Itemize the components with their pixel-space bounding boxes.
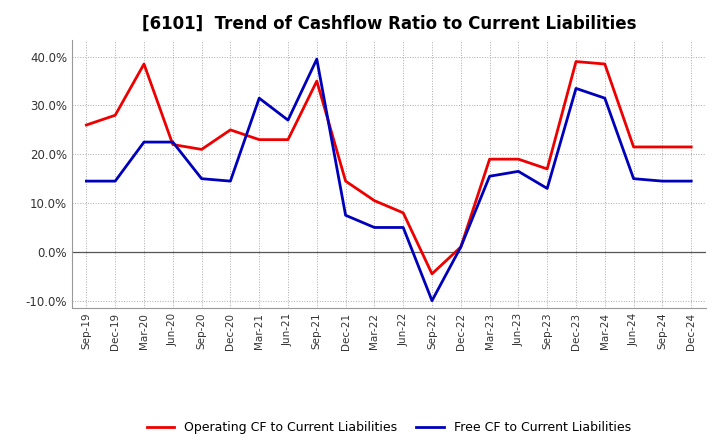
Operating CF to Current Liabilities	[82, 122, 91, 128]
Free CF to Current Liabilities	[687, 179, 696, 184]
Free CF to Current Liabilities	[485, 174, 494, 179]
Free CF to Current Liabilities	[572, 86, 580, 91]
Free CF to Current Liabilities	[428, 298, 436, 303]
Free CF to Current Liabilities	[197, 176, 206, 181]
Operating CF to Current Liabilities	[140, 61, 148, 66]
Line: Free CF to Current Liabilities: Free CF to Current Liabilities	[86, 59, 691, 301]
Operating CF to Current Liabilities	[658, 144, 667, 150]
Operating CF to Current Liabilities	[456, 244, 465, 249]
Operating CF to Current Liabilities	[399, 210, 408, 216]
Operating CF to Current Liabilities	[543, 166, 552, 172]
Operating CF to Current Liabilities	[687, 144, 696, 150]
Free CF to Current Liabilities	[399, 225, 408, 230]
Operating CF to Current Liabilities	[226, 127, 235, 132]
Free CF to Current Liabilities	[514, 169, 523, 174]
Free CF to Current Liabilities	[370, 225, 379, 230]
Operating CF to Current Liabilities	[284, 137, 292, 142]
Operating CF to Current Liabilities	[514, 157, 523, 162]
Free CF to Current Liabilities	[629, 176, 638, 181]
Free CF to Current Liabilities	[82, 179, 91, 184]
Operating CF to Current Liabilities	[428, 271, 436, 276]
Free CF to Current Liabilities	[543, 186, 552, 191]
Operating CF to Current Liabilities	[485, 157, 494, 162]
Free CF to Current Liabilities	[168, 139, 177, 145]
Operating CF to Current Liabilities	[255, 137, 264, 142]
Free CF to Current Liabilities	[111, 179, 120, 184]
Free CF to Current Liabilities	[658, 179, 667, 184]
Line: Operating CF to Current Liabilities: Operating CF to Current Liabilities	[86, 62, 691, 274]
Operating CF to Current Liabilities	[197, 147, 206, 152]
Operating CF to Current Liabilities	[168, 142, 177, 147]
Free CF to Current Liabilities	[341, 213, 350, 218]
Operating CF to Current Liabilities	[572, 59, 580, 64]
Free CF to Current Liabilities	[600, 95, 609, 101]
Operating CF to Current Liabilities	[312, 78, 321, 84]
Operating CF to Current Liabilities	[629, 144, 638, 150]
Operating CF to Current Liabilities	[600, 61, 609, 66]
Free CF to Current Liabilities	[255, 95, 264, 101]
Legend: Operating CF to Current Liabilities, Free CF to Current Liabilities: Operating CF to Current Liabilities, Fre…	[142, 416, 636, 439]
Free CF to Current Liabilities	[284, 117, 292, 123]
Free CF to Current Liabilities	[226, 179, 235, 184]
Free CF to Current Liabilities	[312, 56, 321, 62]
Operating CF to Current Liabilities	[370, 198, 379, 203]
Operating CF to Current Liabilities	[341, 179, 350, 184]
Operating CF to Current Liabilities	[111, 113, 120, 118]
Free CF to Current Liabilities	[456, 244, 465, 249]
Free CF to Current Liabilities	[140, 139, 148, 145]
Title: [6101]  Trend of Cashflow Ratio to Current Liabilities: [6101] Trend of Cashflow Ratio to Curren…	[142, 15, 636, 33]
